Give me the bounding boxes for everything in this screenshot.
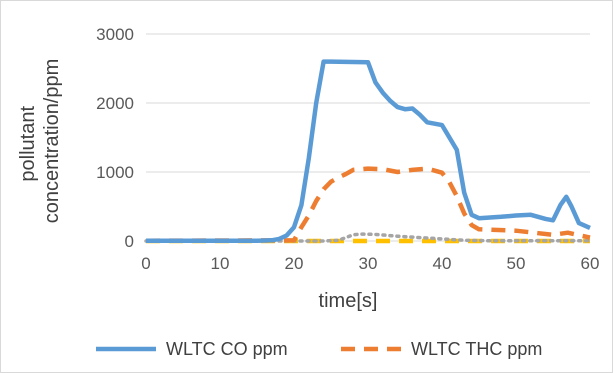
x-tick-label-3: 30 bbox=[359, 254, 378, 273]
y-tick-label-1: 1000 bbox=[96, 163, 134, 182]
y-tick-label-2: 2000 bbox=[96, 94, 134, 113]
x-axis-title: time[s] bbox=[319, 290, 378, 312]
legend-label-0: WLTC CO ppm bbox=[166, 339, 288, 359]
series-line-1 bbox=[145, 166, 591, 243]
y-axis-title-line-2: concentration/ppm bbox=[41, 59, 63, 224]
x-tick-label-4: 40 bbox=[433, 254, 452, 273]
x-tick-label-6: 60 bbox=[581, 254, 600, 273]
series-line-2 bbox=[144, 232, 592, 243]
y-axis-title: pollutant concentration/ppm bbox=[17, 59, 63, 224]
x-tick-label-2: 20 bbox=[285, 254, 304, 273]
y-axis-title-line-1: pollutant bbox=[17, 106, 39, 182]
y-tick-label-3: 3000 bbox=[96, 25, 134, 44]
x-tick-label-5: 50 bbox=[507, 254, 526, 273]
series-layer bbox=[144, 59, 592, 244]
x-tick-labels: 0 10 20 30 40 50 60 bbox=[141, 254, 599, 273]
legend: WLTC CO ppm WLTC THC ppm bbox=[96, 339, 542, 359]
x-tick-label-0: 0 bbox=[141, 254, 150, 273]
y-tick-label-0: 0 bbox=[125, 232, 134, 251]
x-tick-label-1: 10 bbox=[211, 254, 230, 273]
y-tick-labels: 0 1000 2000 3000 bbox=[96, 25, 134, 251]
legend-label-1: WLTC THC ppm bbox=[411, 339, 542, 359]
series-line-0 bbox=[146, 59, 591, 243]
